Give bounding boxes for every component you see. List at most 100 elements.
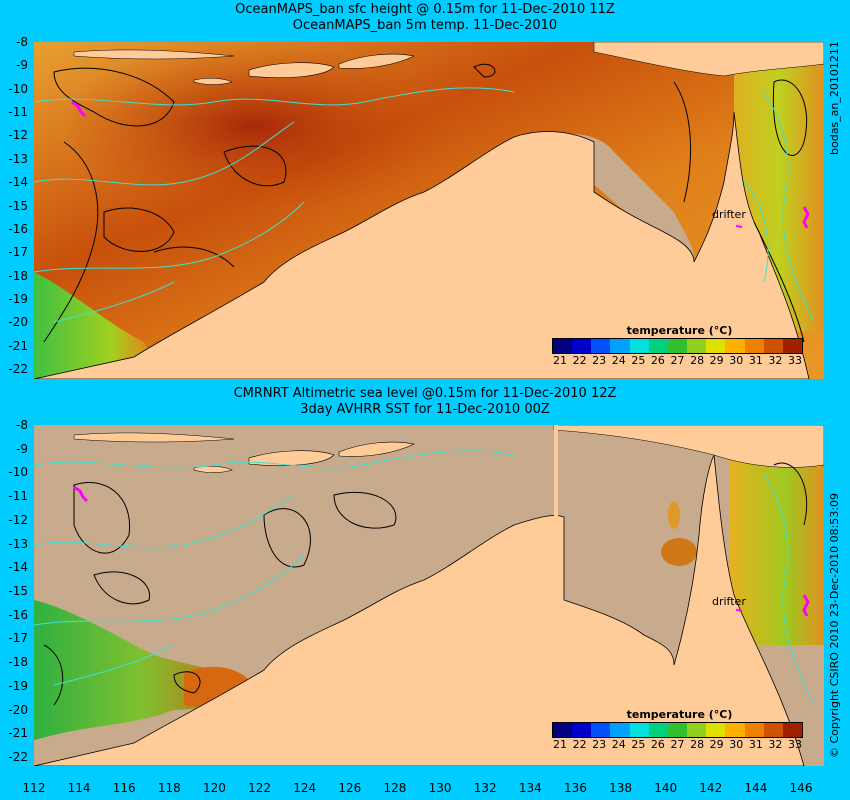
legend-swatch — [610, 723, 630, 737]
x-tick-label: 114 — [67, 781, 91, 795]
panel1-title: OceanMAPS_ban sfc height @ 0.15m for 11-… — [235, 2, 615, 17]
legend-swatch — [744, 723, 764, 737]
y-tick-label: -9 — [16, 441, 28, 456]
drifter-track-west — [71, 100, 87, 118]
x-tick-label: 142 — [699, 781, 723, 795]
y-tick-label: -8 — [16, 35, 28, 49]
y-tick-label: -19 — [8, 678, 28, 693]
drifter-track-east — [802, 206, 810, 229]
x-tick-label: 130 — [428, 781, 452, 795]
legend-colorbar — [552, 338, 803, 354]
x-tick-label: 120 — [203, 781, 226, 795]
x-tick-label: 112 — [22, 781, 46, 795]
panel2-title: CMRNRT Altimetric sea level @0.15m for 1… — [233, 386, 617, 401]
legend-label: 25 — [631, 354, 646, 367]
y-tick-label: -14 — [8, 560, 28, 575]
ocean-model-map-canvas — [34, 42, 824, 379]
x-tick-label: 132 — [473, 781, 497, 795]
y-tick-label: -8 — [16, 418, 28, 432]
y-tick-label: -18 — [8, 268, 28, 283]
legend-label: 23 — [592, 354, 607, 367]
legend-label: 28 — [690, 738, 705, 751]
panel1-source-label: bodas_an_20101211 — [828, 41, 841, 155]
x-tick-label: 146 — [789, 781, 813, 795]
x-tick-label: 144 — [744, 781, 768, 795]
legend-label: 21 — [553, 354, 567, 367]
legend-swatch — [648, 723, 668, 737]
altimetry-sst-map-canvas — [34, 425, 824, 766]
x-tick-label: 138 — [609, 781, 632, 795]
legend-label: 33 — [788, 354, 802, 367]
legend-labels: 21 22 23 24 25 26 27 28 29 30 31 32 33 — [552, 738, 807, 752]
legend-label: 32 — [768, 354, 783, 367]
legend-swatch — [572, 723, 592, 737]
y-tick-label: -22 — [8, 750, 28, 764]
x-tick-label: 136 — [563, 781, 587, 795]
y-tick-label: -20 — [8, 702, 28, 717]
legend-label: 27 — [670, 738, 685, 751]
x-tick-label: 140 — [654, 781, 678, 795]
x-tick-label: 122 — [248, 781, 272, 795]
x-tick-label: 126 — [338, 781, 362, 795]
legend-label: 28 — [690, 354, 705, 367]
y-tick-label: -20 — [8, 315, 28, 330]
legend-swatch — [553, 723, 573, 737]
legend-swatch — [687, 339, 707, 353]
legend-title: temperature (°C) — [626, 324, 733, 337]
legend-label: 25 — [631, 738, 646, 751]
legend-swatch — [725, 723, 745, 737]
legend-label: 32 — [768, 738, 783, 751]
y-tick-label: -17 — [8, 245, 28, 260]
legend-swatch — [629, 723, 649, 737]
y-tick-label: -22 — [8, 362, 28, 376]
drifter-track-east — [802, 594, 810, 617]
legend-swatch — [687, 723, 707, 737]
y-tick-label: -13 — [8, 151, 28, 166]
y-tick-label: -9 — [16, 58, 28, 73]
legend-swatch — [648, 339, 668, 353]
legend-label: 23 — [592, 738, 607, 751]
temperature-legend: temperature (°C) 21 22 23 24 25 26 27 28 29 30 31 3… — [552, 708, 807, 752]
legend-label: 30 — [729, 354, 744, 367]
legend-swatch — [744, 339, 764, 353]
x-tick-label: 124 — [293, 781, 317, 795]
legend-swatch — [591, 723, 611, 737]
legend-label: 26 — [650, 738, 665, 751]
y-tick-label: -16 — [8, 221, 28, 236]
legend-swatch — [782, 339, 803, 353]
altimetry-sst-map: drifter temperature (°C) 21 22 23 24 25 26 27 2… — [34, 425, 824, 766]
drifter-label: drifter — [712, 595, 746, 608]
legend-label: 29 — [709, 738, 724, 751]
x-tick-label: 118 — [157, 781, 181, 795]
legend-title: temperature (°C) — [626, 708, 733, 721]
legend-swatch — [629, 339, 649, 353]
legend-label: 33 — [788, 738, 802, 751]
y-tick-label: -12 — [8, 128, 28, 143]
legend-label: 27 — [670, 354, 685, 367]
drifter-label: drifter — [712, 208, 746, 221]
legend-label: 24 — [611, 738, 626, 751]
y-tick-label: -16 — [8, 607, 28, 622]
legend-label: 26 — [650, 354, 665, 367]
y-tick-label: -18 — [8, 655, 28, 670]
y-tick-label: -10 — [8, 81, 28, 96]
y-tick-label: -15 — [8, 198, 28, 213]
y-tick-label: -11 — [8, 489, 28, 504]
copyright-label: © Copyright CSIRO 2010 23-Dec-2010 08:53… — [828, 492, 841, 758]
legend-swatch — [763, 723, 783, 737]
y-tick-label: -21 — [8, 338, 28, 353]
legend-label: 22 — [572, 738, 587, 751]
y-tick-label: -12 — [8, 512, 28, 527]
legend-label: 30 — [729, 738, 744, 751]
y-tick-label: -17 — [8, 631, 28, 646]
y-tick-label: -21 — [8, 726, 28, 741]
legend-swatch — [725, 339, 745, 353]
legend-labels: 21 22 23 24 25 26 27 28 29 30 31 32 33 — [552, 354, 807, 368]
y-tick-label: -14 — [8, 175, 28, 190]
panel2-subtitle: 3day AVHRR SST for 11-Dec-2010 00Z — [300, 402, 550, 417]
x-tick-label: 116 — [112, 781, 136, 795]
drifter-marker — [735, 609, 743, 612]
y-tick-label: -19 — [8, 291, 28, 306]
legend-swatch — [782, 723, 803, 737]
legend-swatch — [667, 339, 688, 353]
